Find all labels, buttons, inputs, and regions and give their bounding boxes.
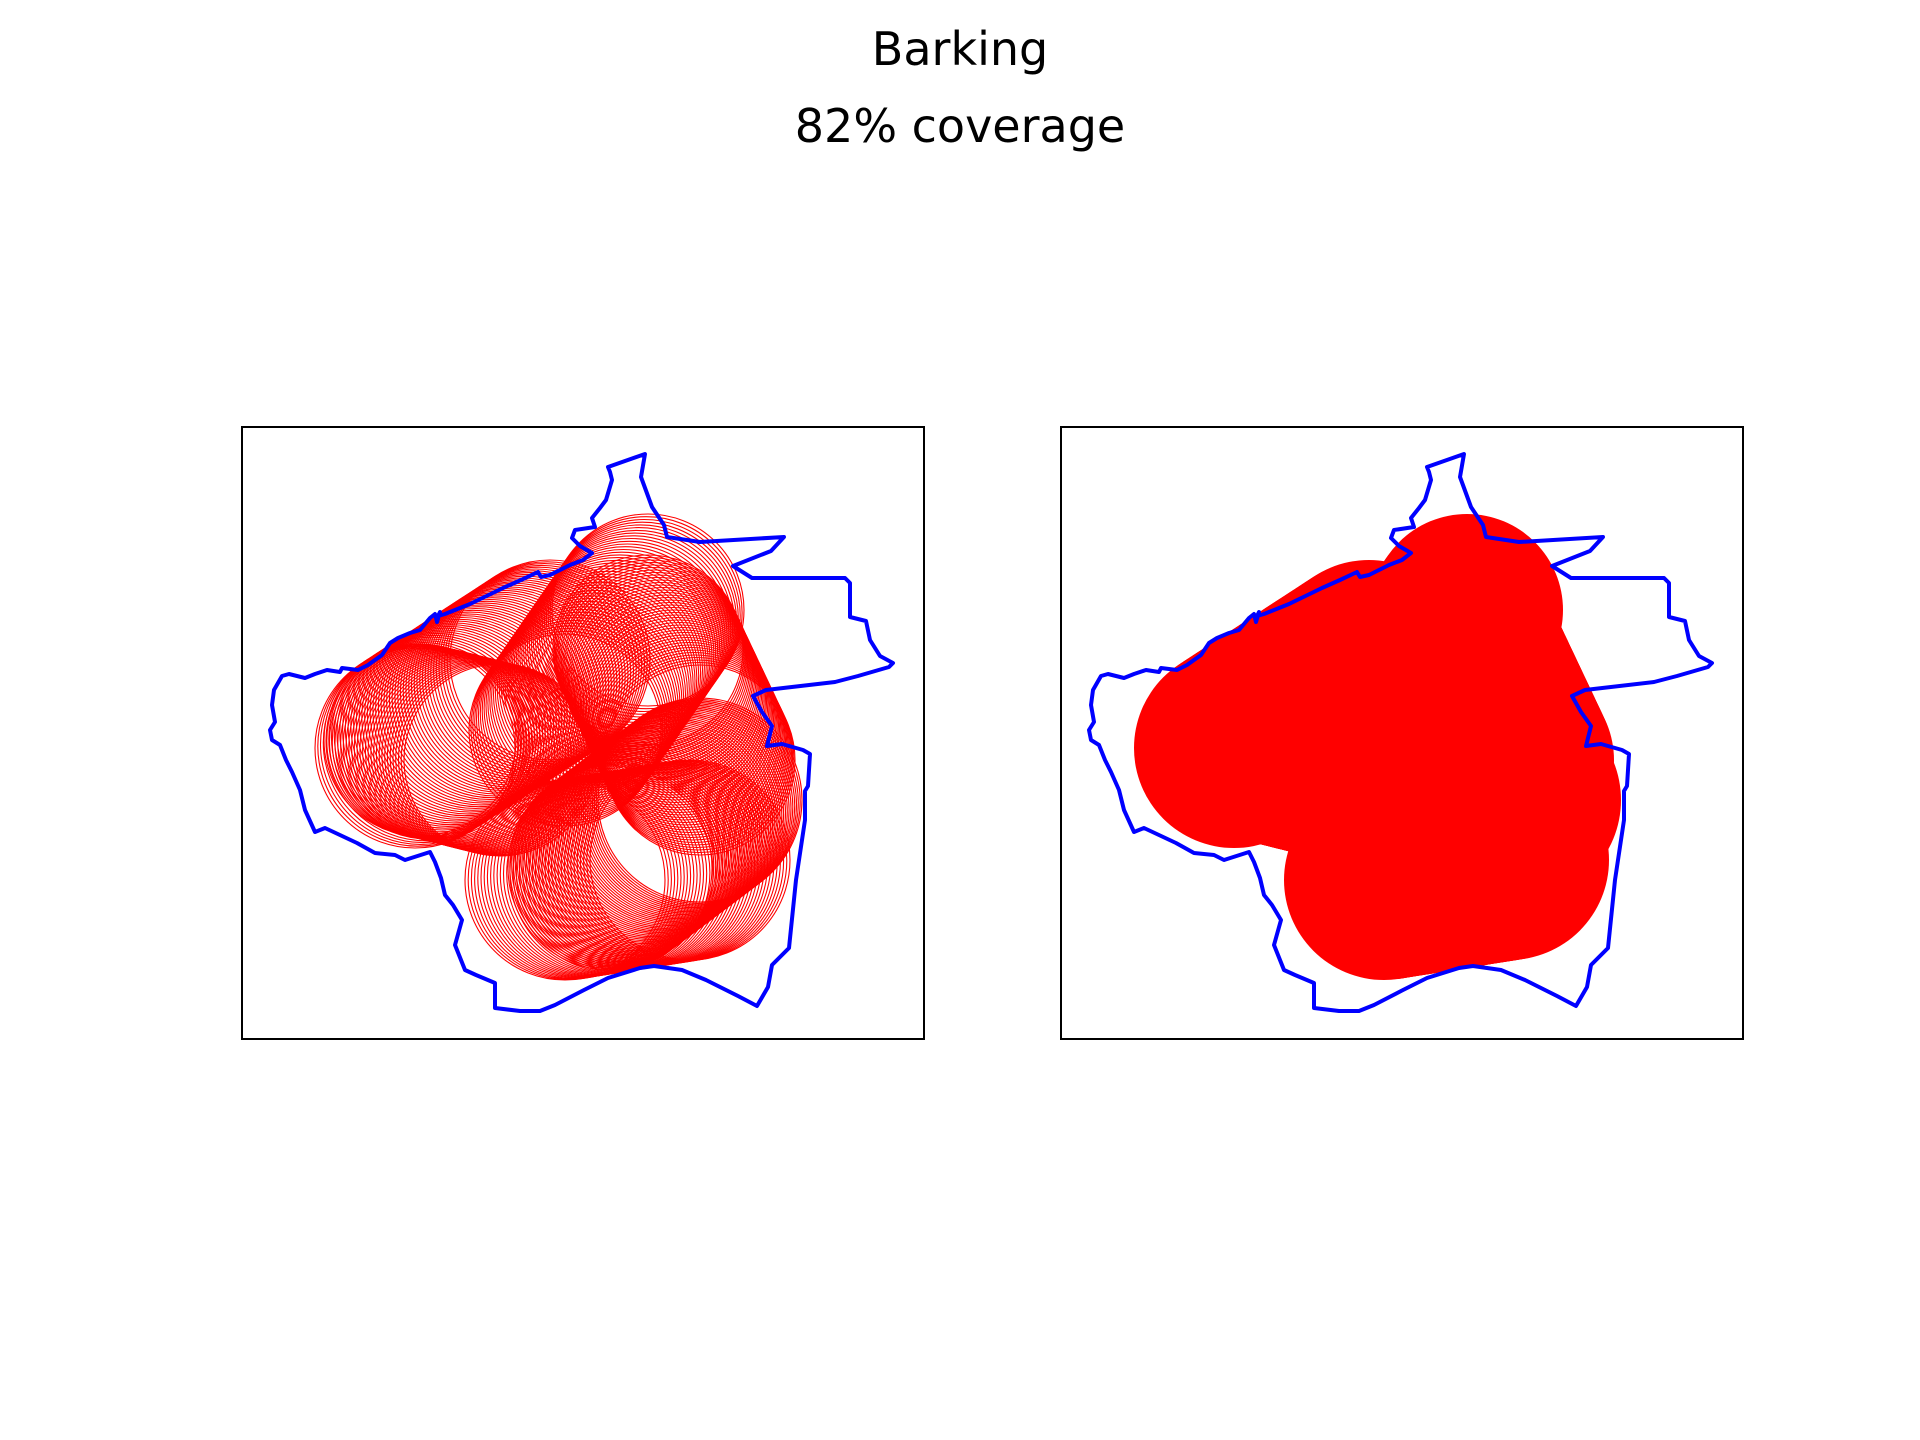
coverage-circle bbox=[593, 641, 785, 834]
coverage-circle bbox=[577, 606, 769, 799]
coverage-disc bbox=[1409, 760, 1609, 960]
coverage-circle bbox=[348, 649, 542, 843]
left-map-panel bbox=[241, 426, 925, 1040]
coverage-circle bbox=[337, 646, 531, 840]
coverage-circle bbox=[538, 741, 744, 947]
coverage-circles-outlined bbox=[314, 513, 803, 981]
coverage-circle bbox=[345, 648, 539, 843]
coverage-circle bbox=[587, 629, 780, 821]
coverage-circle bbox=[364, 615, 566, 817]
right-map-panel bbox=[1060, 426, 1744, 1040]
coverage-circle bbox=[536, 743, 742, 949]
coverage-circle bbox=[584, 621, 776, 814]
borough-boundary-outline bbox=[268, 452, 895, 1013]
coverage-circle bbox=[564, 722, 770, 928]
coverage-circle bbox=[492, 597, 687, 792]
coverage-circle bbox=[574, 601, 767, 794]
coverage-area-filled bbox=[1134, 514, 1621, 980]
coverage-circle bbox=[323, 643, 517, 837]
coverage-circle bbox=[583, 619, 775, 811]
coverage-circle bbox=[549, 516, 743, 710]
coverage-circle bbox=[590, 703, 796, 909]
coverage-circle bbox=[364, 653, 558, 847]
coverage-circle bbox=[359, 652, 553, 846]
coverage-circle bbox=[576, 761, 778, 963]
coverage-circle bbox=[576, 604, 768, 796]
coverage-circle bbox=[326, 644, 520, 838]
coverage-circle bbox=[594, 644, 787, 836]
right-axes-frame bbox=[1060, 426, 1744, 1040]
coverage-circle bbox=[331, 645, 525, 839]
coverage-circle bbox=[353, 651, 547, 845]
coverage-circle bbox=[334, 646, 528, 840]
left-axes-frame bbox=[241, 426, 925, 1040]
borough-boundary-outline bbox=[1087, 452, 1714, 1013]
coverage-disc bbox=[1143, 644, 1335, 836]
coverage-circle bbox=[328, 644, 523, 838]
figure-title: Barking bbox=[871, 22, 1049, 76]
coverage-circle bbox=[595, 698, 801, 904]
coverage-circle bbox=[547, 518, 741, 713]
coverage-circle bbox=[340, 647, 534, 841]
coverage-circle bbox=[582, 708, 788, 914]
coverage-circle bbox=[577, 712, 783, 918]
coverage-circle bbox=[351, 650, 545, 844]
coverage-circle bbox=[342, 648, 536, 842]
coverage-circle bbox=[362, 653, 556, 847]
figure-subtitle: 82% coverage bbox=[794, 99, 1126, 153]
coverage-circle bbox=[589, 631, 781, 824]
coverage-circle bbox=[551, 513, 745, 707]
coverage-circle bbox=[589, 759, 791, 961]
coverage-circle bbox=[356, 651, 550, 845]
coverage-circle bbox=[581, 616, 774, 809]
coverage-circle bbox=[596, 646, 788, 839]
coverage-circle bbox=[573, 715, 779, 921]
